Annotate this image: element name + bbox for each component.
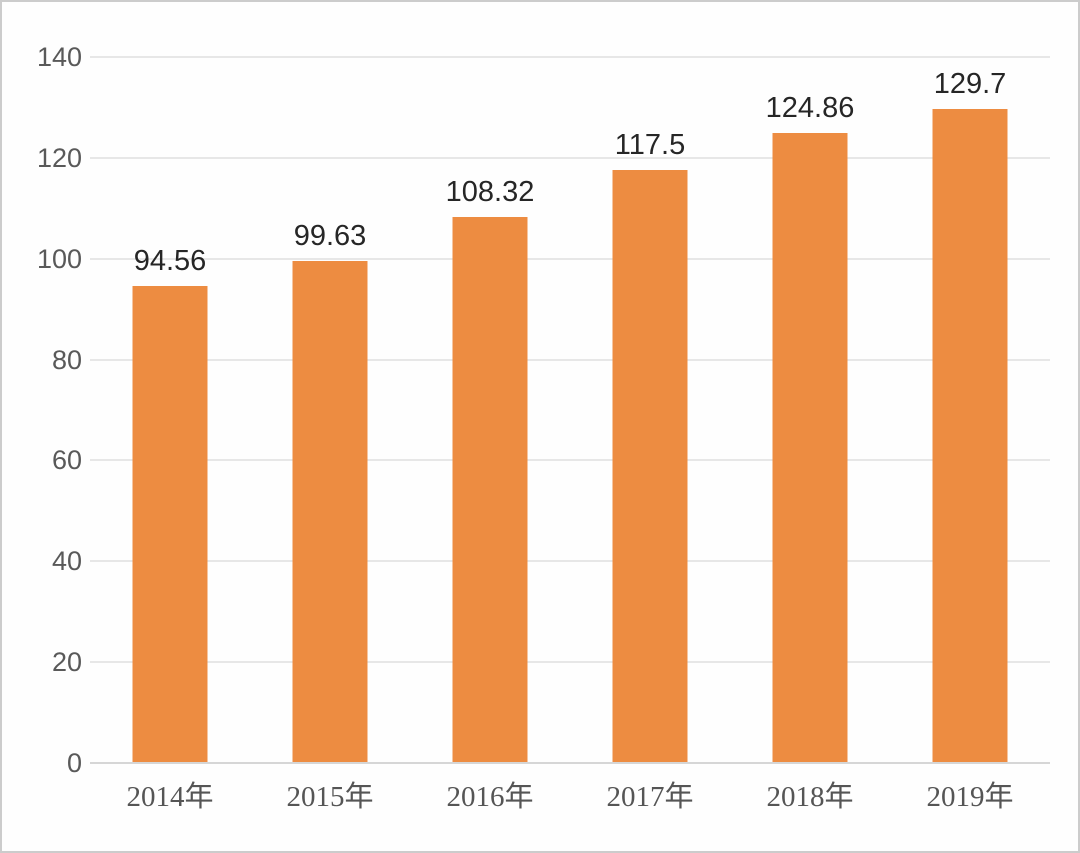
plot-area: 0 20 40 60 80 100 120 140 94.56 99.63 108.32 117.5…: [37, 42, 1050, 778]
bar: 129.7: [932, 68, 1008, 763]
bar-slot: 124.86: [730, 57, 890, 763]
x-axis-tick-labels: 2014年 2015年 2016年 2017年 2018年 2019年: [90, 773, 1050, 815]
bar-slot: 108.32: [410, 57, 570, 763]
bar-value-label: 117.5: [614, 129, 686, 162]
x-axis-line: [90, 762, 1050, 764]
bar-value-label: 99.63: [293, 219, 367, 252]
bar-slot: 99.63: [250, 57, 410, 763]
bar: 124.86: [766, 92, 854, 763]
x-tick-label: 2014年: [126, 781, 214, 813]
y-tick-label: 80: [51, 344, 82, 375]
y-tick-label: 60: [51, 445, 82, 476]
y-tick-label: 100: [36, 243, 82, 274]
gridline: [90, 358, 1050, 361]
x-tick-label: 2015年: [286, 781, 374, 813]
bar-slot: 94.56: [90, 57, 250, 763]
bar-value-label: 129.7: [933, 67, 1007, 100]
bar: 99.63: [292, 220, 368, 763]
bar-value-label: 108.32: [445, 175, 535, 208]
gridline: [90, 661, 1050, 664]
gridline: [90, 156, 1050, 159]
gridline: [90, 560, 1050, 563]
bar-value-label: 124.86: [765, 92, 855, 125]
y-tick-label: 120: [36, 142, 82, 173]
bar: 94.56: [132, 245, 208, 763]
bar-slot: 117.5: [570, 57, 730, 763]
y-tick-label: 40: [51, 546, 82, 577]
bar: 108.32: [446, 176, 534, 763]
bar-series: 94.56 99.63 108.32 117.5 124.86 129.7: [90, 57, 1050, 763]
gridline: [90, 56, 1050, 58]
x-tick-label: 2018年: [766, 781, 854, 813]
x-tick-label: 2017年: [606, 781, 694, 813]
x-tick-label: 2019年: [926, 781, 1014, 813]
y-tick-label: 0: [66, 748, 82, 778]
bar: 117.5: [612, 129, 688, 763]
bar-value-label: 94.56: [133, 245, 207, 278]
gridline: [90, 257, 1050, 260]
y-tick-label: 20: [51, 647, 82, 678]
x-tick-label: 2016年: [446, 781, 534, 813]
bar-slot: 129.7: [890, 57, 1050, 763]
y-tick-label: 140: [36, 42, 82, 72]
gridline: [90, 459, 1050, 462]
